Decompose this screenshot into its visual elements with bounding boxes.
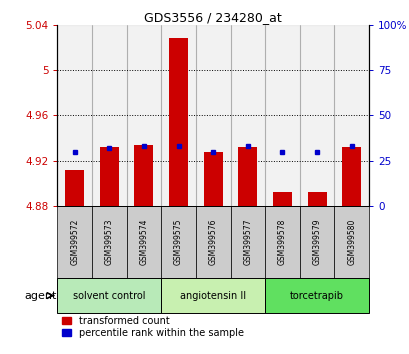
Bar (169, 38, 188, 206)
Bar (299, 25, 334, 206)
Text: GSM399580: GSM399580 (346, 219, 355, 266)
Bar (196, 25, 230, 206)
Bar (92, 25, 126, 206)
Text: agent: agent (24, 291, 56, 301)
Bar (334, 206, 368, 279)
Text: angiotensin II: angiotensin II (180, 291, 246, 301)
Text: GSM399579: GSM399579 (312, 219, 321, 266)
Bar (57, 279, 161, 313)
Text: GSM399573: GSM399573 (105, 219, 114, 266)
Bar (57, 206, 92, 279)
Bar (126, 25, 161, 206)
Legend: transformed count, percentile rank within the sample: transformed count, percentile rank withi… (62, 316, 243, 338)
Bar (342, 147, 360, 206)
Bar (238, 147, 257, 206)
Bar (65, 170, 84, 206)
Bar (203, 152, 222, 206)
Bar (307, 192, 326, 206)
Text: GSM399577: GSM399577 (243, 219, 252, 266)
Text: torcetrapib: torcetrapib (289, 291, 343, 301)
Bar (272, 192, 291, 206)
Bar (265, 206, 299, 279)
Bar (134, 145, 153, 206)
Text: GSM399572: GSM399572 (70, 219, 79, 266)
Bar (230, 25, 265, 206)
Bar (92, 206, 126, 279)
Title: GDS3556 / 234280_at: GDS3556 / 234280_at (144, 11, 281, 24)
Bar (161, 206, 196, 279)
Bar (196, 206, 230, 279)
Bar (161, 279, 265, 313)
Text: GSM399574: GSM399574 (139, 219, 148, 266)
Bar (265, 25, 299, 206)
Text: solvent control: solvent control (73, 291, 145, 301)
Bar (161, 25, 196, 206)
Bar (57, 25, 92, 206)
Bar (126, 206, 161, 279)
Bar (230, 206, 265, 279)
Bar (334, 25, 368, 206)
Bar (299, 206, 334, 279)
Text: GSM399575: GSM399575 (174, 219, 183, 266)
Bar (265, 279, 368, 313)
Text: GSM399578: GSM399578 (277, 219, 286, 266)
Bar (99, 147, 119, 206)
Text: GSM399576: GSM399576 (208, 219, 217, 266)
